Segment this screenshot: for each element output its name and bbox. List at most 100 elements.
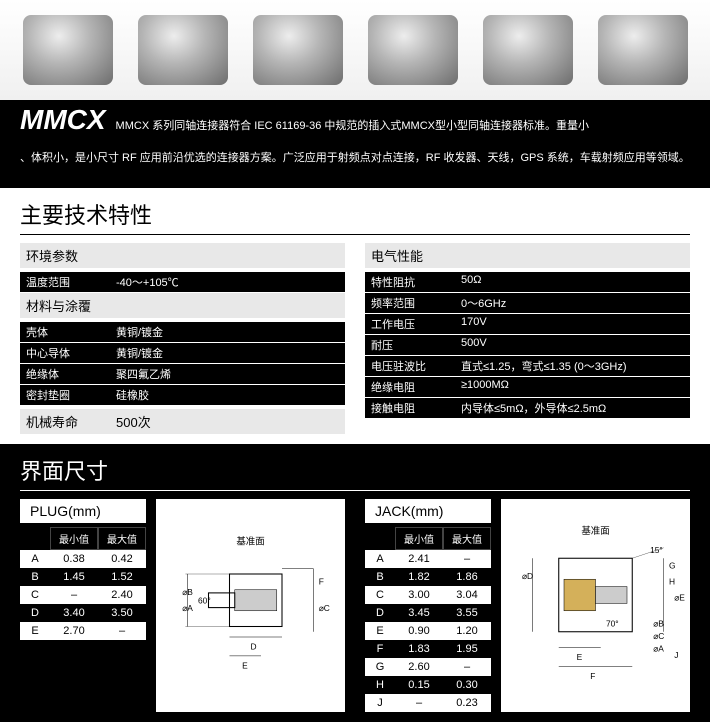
svg-text:⌀E: ⌀E xyxy=(674,592,685,602)
spec-label: 接触电阻 xyxy=(371,400,461,416)
dim-max: 3.50 xyxy=(98,604,146,622)
spec-row: 接触电阻 内导体≤5mΩ，外导体≤2.5mΩ xyxy=(365,398,690,418)
dim-letter: C xyxy=(20,586,50,604)
svg-text:基准面: 基准面 xyxy=(236,535,264,547)
svg-text:E: E xyxy=(577,652,583,662)
dim-row: A2.41– xyxy=(365,550,491,568)
dim-min: 2.70 xyxy=(50,622,98,640)
svg-text:D: D xyxy=(251,641,257,651)
dim-letter: D xyxy=(365,604,395,622)
product-subtitle: MMCX 系列同轴连接器符合 IEC 61169-36 中规范的插入式MMCX型… xyxy=(116,117,589,133)
col-max: 最大值 xyxy=(443,527,491,550)
spec-row: 频率范围 0～6GHz xyxy=(365,293,690,313)
dim-max: 1.20 xyxy=(443,622,491,640)
dim-row: E0.901.20 xyxy=(365,622,491,640)
dim-letter: D xyxy=(20,604,50,622)
svg-text:⌀C: ⌀C xyxy=(653,631,664,641)
svg-text:J: J xyxy=(674,650,678,660)
dim-letter: B xyxy=(20,568,50,586)
spec-label: 中心导体 xyxy=(26,345,116,361)
env-heading: 环境参数 xyxy=(20,243,345,268)
svg-text:⌀A: ⌀A xyxy=(653,643,664,653)
svg-text:⌀D: ⌀D xyxy=(522,571,533,581)
spec-value: 50Ω xyxy=(461,274,684,290)
jack-table: JACK(mm) 最小值 最大值 A2.41–B1.821.86C3.003.0… xyxy=(365,499,491,712)
dim-letter: F xyxy=(365,640,395,658)
dim-max: 1.95 xyxy=(443,640,491,658)
dim-min: 0.90 xyxy=(395,622,443,640)
dim-max: 0.42 xyxy=(98,550,146,568)
connector-image xyxy=(138,15,228,85)
plug-header: 最小值 最大值 xyxy=(20,527,146,550)
plug-diagram: 基准面 ⌀B ⌀A 60° F ⌀C D xyxy=(156,499,345,712)
spec-value: 聚四氟乙烯 xyxy=(116,366,339,382)
svg-text:⌀A: ⌀A xyxy=(182,602,193,612)
jack-header: 最小值 最大值 xyxy=(365,527,491,550)
right-column: 电气性能 特性阻抗 50Ω 频率范围 0～6GHz 工作电压 170V 耐压 5… xyxy=(365,243,690,434)
spec-label: 电压驻波比 xyxy=(371,358,461,374)
svg-text:⌀B: ⌀B xyxy=(182,587,193,597)
dim-min: – xyxy=(395,694,443,712)
material-rows: 壳体 黄铜/镀金 中心导体 黄铜/镀金 绝缘体 聚四氟乙烯 密封垫圈 硅橡胶 xyxy=(20,322,345,405)
dim-min: 0.15 xyxy=(395,676,443,694)
dim-max: 1.52 xyxy=(98,568,146,586)
dim-min: 2.60 xyxy=(395,658,443,676)
dim-letter: J xyxy=(365,694,395,712)
dim-min: 0.38 xyxy=(50,550,98,568)
material-heading: 材料与涂覆 xyxy=(20,293,345,318)
spec-value: 黄铜/镀金 xyxy=(116,345,339,361)
dim-min: 1.83 xyxy=(395,640,443,658)
spec-row: 耐压 500V xyxy=(365,335,690,355)
spec-row: 绝缘电阻 ≥1000MΩ xyxy=(365,377,690,397)
spec-value: 0～6GHz xyxy=(461,295,684,311)
svg-text:H: H xyxy=(669,576,675,586)
spec-value: 直式≤1.25，弯式≤1.35 (0～3GHz) xyxy=(461,358,684,374)
title-band: MMCX MMCX 系列同轴连接器符合 IEC 61169-36 中规范的插入式… xyxy=(0,100,710,140)
dim-letter: E xyxy=(20,622,50,640)
dim-min: 1.45 xyxy=(50,568,98,586)
dim-row: B1.821.86 xyxy=(365,568,491,586)
connector-image xyxy=(23,15,113,85)
spec-row: 中心导体 黄铜/镀金 xyxy=(20,343,345,363)
connector-image xyxy=(368,15,458,85)
dim-max: 3.55 xyxy=(443,604,491,622)
dim-row: E2.70– xyxy=(20,622,146,640)
spec-value: 内导体≤5mΩ，外导体≤2.5mΩ xyxy=(461,400,684,416)
dim-row: A0.380.42 xyxy=(20,550,146,568)
svg-text:70°: 70° xyxy=(606,618,619,628)
dim-max: – xyxy=(443,550,491,568)
section-title: 界面尺寸 xyxy=(20,454,690,491)
tech-specs-section: 主要技术特性 环境参数 温度范围 -40～+105℃ 材料与涂覆 壳体 黄铜/镀… xyxy=(0,188,710,444)
dim-row: G2.60– xyxy=(365,658,491,676)
dim-letter: G xyxy=(365,658,395,676)
spec-value: 硅橡胶 xyxy=(116,387,339,403)
svg-text:60°: 60° xyxy=(198,595,211,605)
dim-row: D3.453.55 xyxy=(365,604,491,622)
svg-text:F: F xyxy=(319,576,324,586)
dim-row: F1.831.95 xyxy=(365,640,491,658)
product-images-row xyxy=(0,0,710,100)
dim-max: – xyxy=(443,658,491,676)
dim-row: D3.403.50 xyxy=(20,604,146,622)
jack-rows: A2.41–B1.821.86C3.003.04D3.453.55E0.901.… xyxy=(365,550,491,712)
dim-row: B1.451.52 xyxy=(20,568,146,586)
svg-text:15°: 15° xyxy=(650,545,663,555)
dim-max: 0.23 xyxy=(443,694,491,712)
life-value: 500次 xyxy=(116,412,151,431)
spec-label: 绝缘电阻 xyxy=(371,379,461,395)
dim-max: – xyxy=(98,622,146,640)
spec-row: 工作电压 170V xyxy=(365,314,690,334)
spec-value: 500V xyxy=(461,337,684,353)
spec-row: 温度范围 -40～+105℃ xyxy=(20,272,345,292)
dim-letter: E xyxy=(365,622,395,640)
spec-row: 壳体 黄铜/镀金 xyxy=(20,322,345,342)
plug-column: PLUG(mm) 最小值 最大值 A0.380.42B1.451.52C–2.4… xyxy=(20,499,345,712)
svg-text:G: G xyxy=(669,560,676,570)
dim-row: J–0.23 xyxy=(365,694,491,712)
dim-min: 2.41 xyxy=(395,550,443,568)
svg-text:基准面: 基准面 xyxy=(581,525,609,537)
connector-image xyxy=(253,15,343,85)
dim-letter: H xyxy=(365,676,395,694)
life-label: 机械寿命 xyxy=(26,412,116,431)
plug-table: PLUG(mm) 最小值 最大值 A0.380.42B1.451.52C–2.4… xyxy=(20,499,146,712)
